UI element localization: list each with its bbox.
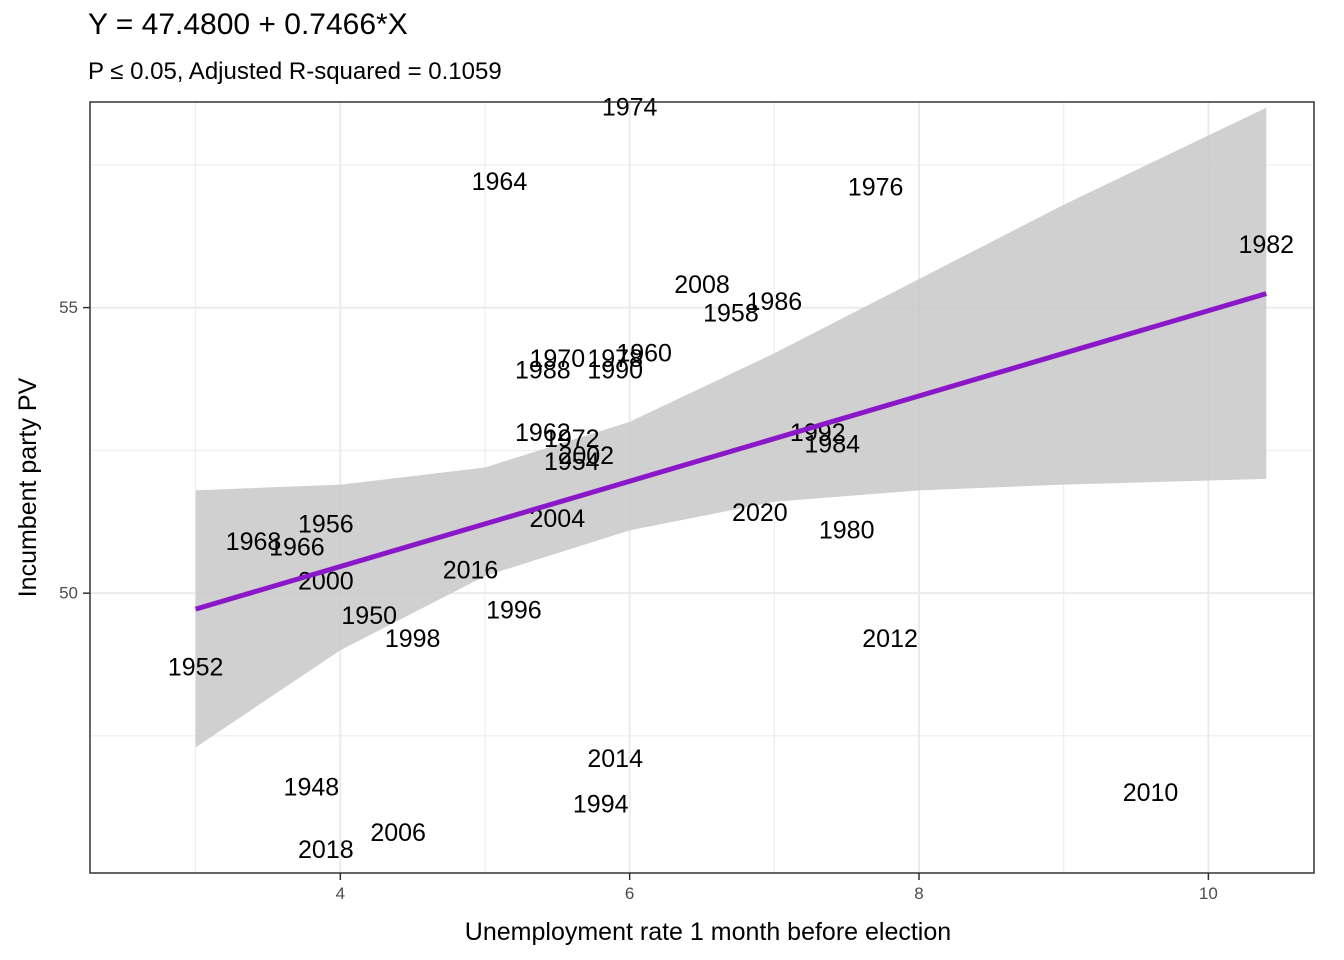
point-label-2006: 2006 [370,819,426,847]
x-tick-label: 4 [336,884,345,903]
point-label-1998: 1998 [385,625,441,653]
point-label-2016: 2016 [443,556,499,584]
point-label-1966: 1966 [269,533,325,561]
panel-border [89,101,1315,874]
point-label-2008: 2008 [674,271,730,299]
point-label-1994: 1994 [573,790,629,818]
point-label-2014: 2014 [587,745,643,773]
y-tick-label: 55 [59,298,78,317]
x-tick-label: 10 [1199,884,1218,903]
point-label-1950: 1950 [341,602,397,630]
point-label-2020: 2020 [732,499,788,527]
point-label-1986: 1986 [747,288,803,316]
y-axis-title: Incumbent party PV [14,377,42,597]
axis-ticks: 4 6 8 10 50 55 [59,298,1218,903]
point-label-1982: 1982 [1238,231,1294,259]
point-label-1952: 1952 [168,653,224,681]
point-label-1984: 1984 [804,431,860,459]
point-label-1962: 1962 [515,419,571,447]
point-label-1970: 1970 [530,345,586,373]
point-label-1972: 1972 [544,425,600,453]
point-label-1996: 1996 [486,596,542,624]
y-tick-label: 50 [59,584,78,603]
point-label-1988: 1988 [515,356,571,384]
point-label-1976: 1976 [848,174,904,202]
point-label-2002: 2002 [558,442,614,470]
x-axis-title: Unemployment rate 1 month before electio… [465,918,951,946]
point-label-1990: 1990 [587,356,643,384]
regression-line [194,291,1267,612]
confidence-band [195,107,1267,748]
point-label-1948: 1948 [284,773,340,801]
point-label-2018: 2018 [298,836,354,864]
point-label-1964: 1964 [472,168,528,196]
point-label-1980: 1980 [819,516,875,544]
point-label-1954: 1954 [544,448,600,476]
x-tick-label: 8 [914,884,923,903]
point-label-1974: 1974 [602,94,658,122]
point-label-1958: 1958 [703,299,759,327]
x-tick-label: 6 [625,884,634,903]
point-label-2012: 2012 [862,625,918,653]
chart-title: Y = 47.4800 + 0.7466*X [88,8,408,41]
point-label-1968: 1968 [226,528,282,556]
point-label-1978: 1978 [587,345,643,373]
point-label-1960: 1960 [616,339,672,367]
point-label-2010: 2010 [1123,779,1179,807]
chart-subtitle: P ≤ 0.05, Adjusted R-squared = 0.1059 [88,58,502,85]
point-label-1956: 1956 [298,511,354,539]
